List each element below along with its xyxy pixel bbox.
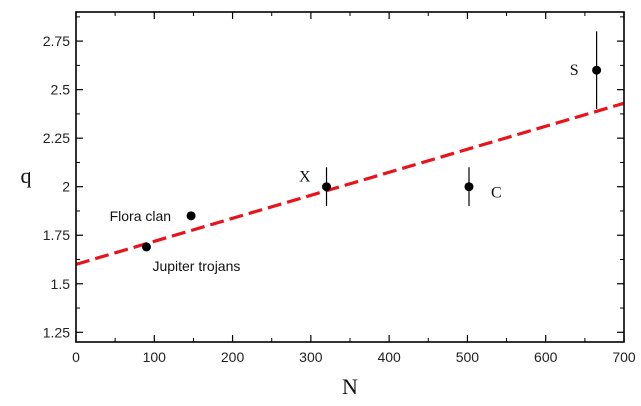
x-tick-label: 700 [612,349,636,365]
y-tick-label: 1.5 [51,276,71,292]
point-labels: Jupiter trojans Flora clan X C S [110,62,579,274]
plot-frame [75,11,625,343]
point-label: Jupiter trojans [152,258,240,274]
x-axis-ticks: 0 100 200 300 400 500 600 700 [72,12,636,365]
y-axis-ticks: 1.25 1.5 1.75 2 2.25 2.5 2.75 [43,16,624,340]
y-axis-title: q [21,163,32,188]
x-tick-label: 100 [143,349,167,365]
x-tick-label: 600 [534,349,558,365]
data-point [592,65,602,75]
data-point [141,242,151,252]
data-points [141,31,602,252]
fit-line-group [75,101,625,266]
y-tick-label: 2 [62,179,70,195]
fit-line [75,101,625,266]
y-tick-label: 1.25 [43,324,70,340]
point-label: Flora clan [110,208,171,224]
x-tick-label: 500 [456,349,480,365]
y-tick-label: 2.75 [43,33,70,49]
data-point [322,182,332,192]
x-tick-label: 300 [299,349,323,365]
data-point [186,211,196,221]
x-tick-label: 200 [221,349,245,365]
data-point [464,182,474,192]
x-tick-label: 400 [377,349,401,365]
point-label: X [299,169,311,186]
point-label: C [491,185,502,202]
x-axis-title: N [342,374,358,399]
y-tick-label: 1.75 [43,227,70,243]
y-tick-label: 2.5 [51,82,71,98]
x-tick-label: 0 [72,349,80,365]
point-label: S [570,62,579,79]
y-tick-label: 2.25 [43,130,70,146]
